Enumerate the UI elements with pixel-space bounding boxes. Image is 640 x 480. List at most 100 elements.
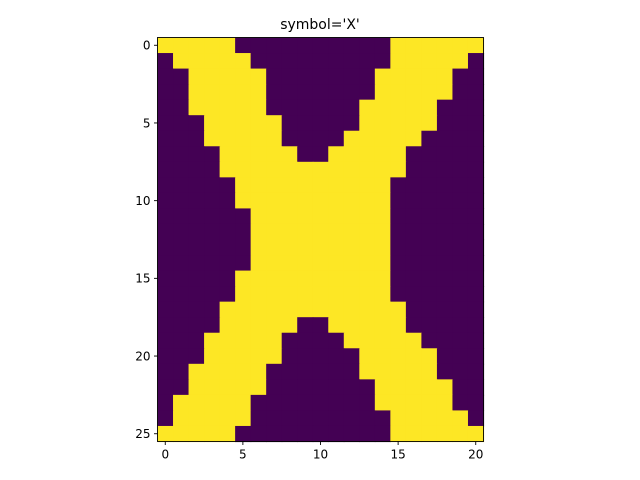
heatmap-cell xyxy=(266,379,283,396)
heatmap-cell xyxy=(173,99,190,116)
heatmap-cell xyxy=(219,192,236,210)
y-tick-label: 25 xyxy=(135,427,150,441)
heatmap-cell xyxy=(235,239,252,256)
heatmap-cell xyxy=(390,379,407,396)
heatmap-cell xyxy=(390,425,407,443)
heatmap-cell xyxy=(173,301,190,318)
heatmap-cell xyxy=(328,425,345,443)
heatmap-cell xyxy=(219,425,236,443)
heatmap-cell xyxy=(173,223,190,241)
heatmap-cell xyxy=(312,379,329,396)
heatmap-cell xyxy=(467,270,485,287)
y-axis: 0 5 10 15 20 25 xyxy=(135,39,158,441)
heatmap-cell xyxy=(235,115,252,132)
heatmap-cell xyxy=(436,286,454,303)
heatmap-cell xyxy=(405,348,422,365)
heatmap-cell xyxy=(173,270,190,287)
heatmap-cell xyxy=(452,425,469,443)
heatmap-cell xyxy=(436,130,454,147)
heatmap-cell xyxy=(219,68,236,85)
heatmap-cell xyxy=(250,301,267,318)
heatmap-cell xyxy=(204,208,221,225)
heatmap-cell xyxy=(312,301,329,318)
heatmap-cell xyxy=(157,223,174,241)
heatmap-cell xyxy=(405,379,422,396)
heatmap-cell xyxy=(436,332,454,349)
heatmap-cell xyxy=(312,53,329,70)
heatmap-cell xyxy=(359,425,376,443)
heatmap-cell xyxy=(343,161,360,178)
heatmap-cell xyxy=(359,363,376,380)
heatmap-cell xyxy=(297,239,314,256)
heatmap-cell xyxy=(421,177,438,194)
heatmap-cell xyxy=(281,223,298,241)
heatmap-cell xyxy=(297,363,314,380)
heatmap-cell xyxy=(328,37,345,54)
heatmap-cell xyxy=(312,68,329,85)
heatmap-cell xyxy=(374,363,391,380)
heatmap-cell xyxy=(359,255,376,272)
heatmap-cell xyxy=(266,177,283,194)
heatmap-cell xyxy=(405,223,422,241)
x-axis: 0 5 10 15 20 xyxy=(161,441,483,462)
heatmap-cell xyxy=(204,317,221,334)
heatmap-cell xyxy=(343,115,360,132)
heatmap-cell xyxy=(173,37,190,54)
heatmap-cell xyxy=(281,301,298,318)
heatmap-cell xyxy=(266,115,283,132)
heatmap-cell xyxy=(235,255,252,272)
heatmap-cell xyxy=(405,270,422,287)
heatmap-cell xyxy=(421,146,438,163)
heatmap-cell xyxy=(188,332,205,349)
heatmap-cell xyxy=(219,161,236,178)
heatmap-cell xyxy=(235,301,252,318)
heatmap-cell xyxy=(266,286,283,303)
heatmap-cell xyxy=(219,146,236,163)
heatmap-cell xyxy=(436,146,454,163)
heatmap-cell xyxy=(157,255,174,272)
heatmap-cell xyxy=(297,301,314,318)
heatmap-cell xyxy=(157,270,174,287)
heatmap-cell xyxy=(374,68,391,85)
heatmap-cell xyxy=(250,255,267,272)
heatmap-cell xyxy=(173,363,190,380)
heatmap-cell xyxy=(157,177,174,194)
heatmap-cell xyxy=(452,255,469,272)
y-tick-label: 0 xyxy=(143,39,151,53)
heatmap-cell xyxy=(235,208,252,225)
heatmap-cell xyxy=(452,394,469,412)
heatmap-cell xyxy=(359,332,376,349)
heatmap-cell xyxy=(297,410,314,427)
heatmap-cell xyxy=(328,68,345,85)
heatmap-cell xyxy=(250,99,267,116)
heatmap-cell xyxy=(436,53,454,70)
heatmap-cell xyxy=(157,348,174,365)
heatmap-cell xyxy=(359,379,376,396)
heatmap-cell xyxy=(467,348,485,365)
heatmap-cell xyxy=(250,394,267,412)
x-tick-label: 15 xyxy=(390,448,405,462)
heatmap-cell xyxy=(219,255,236,272)
heatmap-cell xyxy=(452,53,469,70)
heatmap-cell xyxy=(281,410,298,427)
heatmap-cell xyxy=(312,348,329,365)
heatmap-cell xyxy=(250,192,267,210)
heatmap-cell xyxy=(328,177,345,194)
heatmap-cell xyxy=(266,425,283,443)
heatmap-cell xyxy=(219,379,236,396)
heatmap-cell xyxy=(266,68,283,85)
heatmap-cell xyxy=(157,192,174,210)
heatmap-cell xyxy=(312,161,329,178)
heatmap-cell xyxy=(250,239,267,256)
heatmap-cell xyxy=(266,192,283,210)
heatmap-cell xyxy=(281,146,298,163)
heatmap-cell xyxy=(452,115,469,132)
heatmap-cell xyxy=(250,363,267,380)
heatmap-cell xyxy=(343,379,360,396)
heatmap-cell xyxy=(157,68,174,85)
heatmap-cell xyxy=(405,394,422,412)
heatmap-cell xyxy=(436,363,454,380)
heatmap-cell xyxy=(204,239,221,256)
heatmap-cell xyxy=(452,332,469,349)
